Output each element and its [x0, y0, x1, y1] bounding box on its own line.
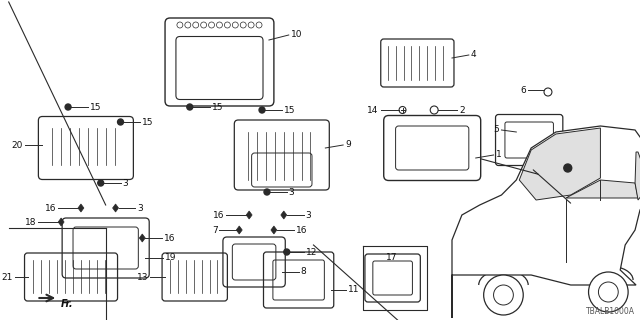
- Circle shape: [118, 119, 124, 125]
- Circle shape: [98, 180, 104, 186]
- Text: 8: 8: [301, 268, 307, 276]
- Text: 3: 3: [305, 211, 311, 220]
- Text: 16: 16: [296, 226, 307, 235]
- Text: 3: 3: [138, 204, 143, 212]
- Polygon shape: [452, 126, 640, 318]
- Circle shape: [589, 272, 628, 312]
- Polygon shape: [635, 152, 640, 200]
- Text: 3: 3: [122, 179, 128, 188]
- Text: 21: 21: [1, 273, 13, 282]
- Polygon shape: [566, 180, 638, 198]
- Text: 15: 15: [284, 106, 295, 115]
- Polygon shape: [140, 234, 145, 242]
- Polygon shape: [271, 226, 277, 234]
- Text: 16: 16: [45, 204, 56, 212]
- Text: 13: 13: [137, 273, 148, 282]
- Text: 4: 4: [471, 50, 476, 59]
- Text: 20: 20: [11, 140, 22, 149]
- Text: 9: 9: [345, 140, 351, 148]
- Polygon shape: [58, 218, 64, 226]
- Circle shape: [187, 104, 193, 110]
- Circle shape: [598, 282, 618, 302]
- Polygon shape: [113, 204, 118, 212]
- Circle shape: [65, 104, 71, 110]
- Text: Fr.: Fr.: [61, 299, 74, 309]
- Text: 3: 3: [289, 188, 294, 196]
- Text: 1: 1: [495, 149, 501, 158]
- Polygon shape: [281, 211, 287, 219]
- Text: 15: 15: [212, 102, 223, 111]
- Text: 12: 12: [305, 247, 317, 257]
- Text: 17: 17: [386, 253, 397, 262]
- Text: 7: 7: [212, 226, 218, 235]
- Text: 10: 10: [291, 29, 302, 38]
- Text: 11: 11: [348, 285, 360, 294]
- Text: 5: 5: [493, 124, 499, 133]
- Text: 2: 2: [459, 106, 465, 115]
- Text: 16: 16: [213, 211, 225, 220]
- Polygon shape: [246, 211, 252, 219]
- Text: 6: 6: [520, 85, 526, 94]
- Text: 15: 15: [90, 102, 101, 111]
- Text: 14: 14: [367, 106, 379, 115]
- Text: 15: 15: [142, 117, 154, 126]
- Text: 19: 19: [165, 253, 177, 262]
- Circle shape: [484, 275, 524, 315]
- Circle shape: [493, 285, 513, 305]
- Text: 18: 18: [25, 218, 36, 227]
- Polygon shape: [78, 204, 84, 212]
- Polygon shape: [519, 128, 600, 200]
- Polygon shape: [236, 226, 242, 234]
- Text: TBALB1000A: TBALB1000A: [586, 307, 635, 316]
- Circle shape: [564, 164, 572, 172]
- Text: 16: 16: [164, 234, 175, 243]
- Circle shape: [264, 189, 270, 195]
- Circle shape: [259, 107, 265, 113]
- Circle shape: [284, 249, 290, 255]
